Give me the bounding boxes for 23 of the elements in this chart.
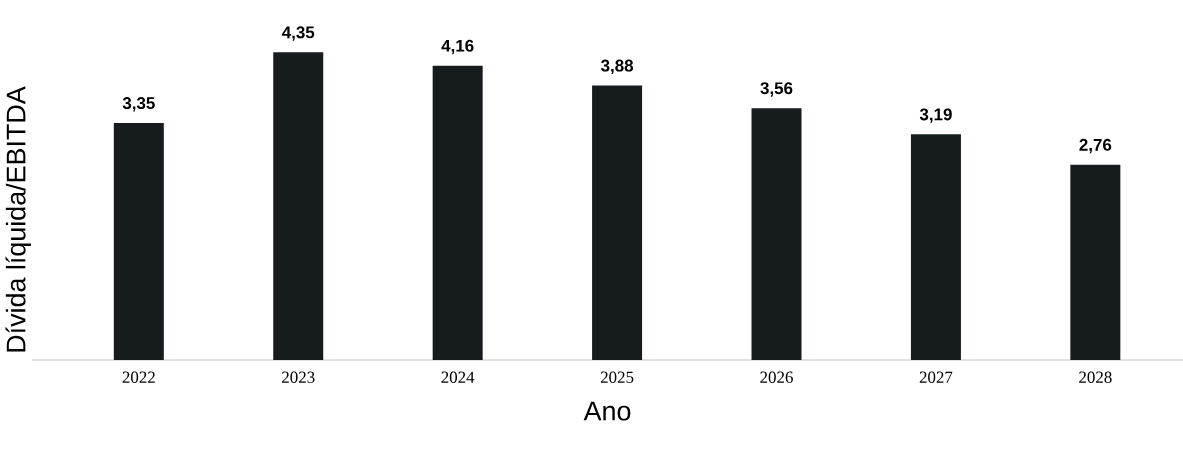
bar xyxy=(592,85,643,360)
bar xyxy=(273,52,324,360)
x-axis-title: Ano xyxy=(583,401,631,421)
data-label: 3,56 xyxy=(760,82,793,97)
data-label: 3,35 xyxy=(122,97,155,112)
x-tick-label: 2022 xyxy=(122,371,155,383)
data-label: 3,88 xyxy=(600,59,634,75)
x-tick-label: 2028 xyxy=(1079,371,1112,383)
x-tick-label: 2025 xyxy=(600,371,634,383)
bar xyxy=(910,134,961,360)
bar xyxy=(1070,164,1121,360)
y-axis-title: Dívida líquida/EBITDA xyxy=(5,86,31,352)
bar xyxy=(432,65,483,360)
bar xyxy=(751,108,802,360)
data-label: 4,35 xyxy=(282,26,315,41)
x-tick-label: 2024 xyxy=(441,371,475,383)
x-tick-label: 2027 xyxy=(919,371,953,383)
bar xyxy=(113,123,164,360)
x-tick-label: 2023 xyxy=(282,371,315,383)
data-label: 4,16 xyxy=(441,39,474,55)
data-label: 3,19 xyxy=(919,108,952,123)
x-tick-label: 2026 xyxy=(760,371,793,383)
data-label: 2,76 xyxy=(1079,138,1112,154)
